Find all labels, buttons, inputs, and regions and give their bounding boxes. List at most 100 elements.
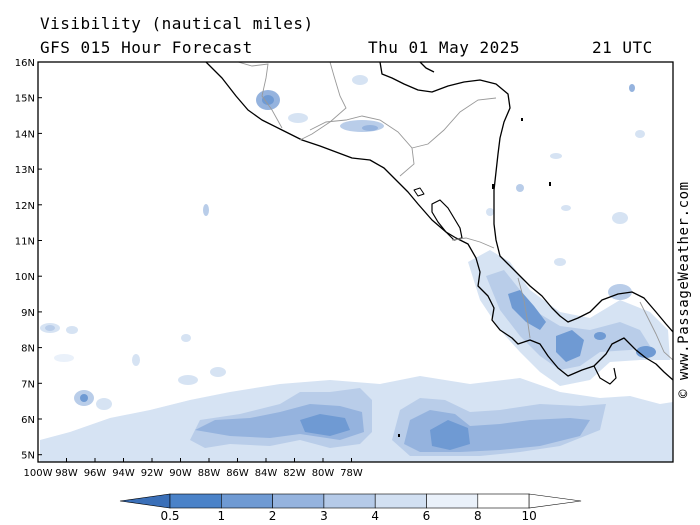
visibility-patch	[516, 184, 524, 192]
visibility-patch	[594, 332, 606, 340]
gulf-coastline	[419, 62, 435, 73]
lon-tick-label: 88W	[198, 468, 221, 479]
lat-tick-label: 6N	[21, 415, 35, 426]
visibility-patch	[96, 398, 112, 410]
country-borders	[237, 62, 673, 361]
lat-tick-label: 14N	[15, 129, 35, 140]
lat-tick-label: 5N	[21, 451, 35, 462]
coastline	[205, 62, 673, 437]
visibility-patch	[178, 375, 198, 385]
border-line	[451, 237, 495, 249]
visibility-patch	[203, 204, 209, 216]
visibility-patch	[486, 208, 494, 216]
visibility-patch	[54, 354, 74, 362]
visibility-patch	[80, 394, 88, 402]
colorbar-label: 10	[521, 509, 536, 523]
border-line	[517, 277, 531, 339]
forecast-time: 21 UTC	[592, 38, 653, 57]
lon-tick-label: 92W	[141, 468, 164, 479]
colorbar-label: 3	[320, 509, 328, 523]
island-marker	[549, 182, 551, 186]
lat-tick-label: 13N	[15, 165, 35, 176]
visibility-patch	[352, 75, 368, 85]
colorbar-segment	[272, 493, 325, 509]
visibility-patch	[635, 130, 645, 138]
lon-tick-label: 84W	[255, 468, 278, 479]
visibility-patch	[612, 212, 628, 224]
visibility-patch	[486, 270, 650, 370]
border-line	[299, 62, 347, 141]
visibility-patch	[430, 420, 470, 450]
visibility-patch	[550, 153, 562, 159]
visibility-patch	[561, 205, 571, 211]
lat-tick-label: 7N	[21, 379, 35, 390]
lat-tick-label: 11N	[15, 237, 35, 248]
colorbar-segment	[477, 493, 530, 509]
lon-tick-label: 96W	[84, 468, 107, 479]
lon-tick-label: 94W	[112, 468, 135, 479]
forecast-label: GFS 015 Hour Forecast	[40, 38, 253, 57]
colorbar-min-arrow	[119, 493, 171, 509]
visibility-patch	[181, 334, 191, 342]
lake-nicaragua	[431, 199, 463, 241]
lon-tick-label: 100W	[24, 468, 53, 479]
colorbar-segment	[221, 493, 273, 509]
visibility-patch	[508, 290, 546, 330]
border-line	[237, 62, 283, 129]
colorbar-label: 6	[423, 509, 431, 523]
lon-tick-label: 80W	[312, 468, 335, 479]
lat-tick-label: 12N	[15, 201, 35, 212]
visibility-patch	[629, 84, 635, 92]
colorbar: 0.5 1 2 3 4 6 8 10	[119, 493, 582, 523]
chart-title: Visibility (nautical miles)	[40, 14, 314, 33]
border-line	[309, 115, 415, 177]
lat-tick-label: 10N	[15, 272, 35, 283]
colorbar-segment	[426, 493, 479, 509]
visibility-patch	[288, 113, 308, 123]
colorbar-label: 8	[474, 509, 482, 523]
lon-tick-label: 86W	[226, 468, 249, 479]
lon-tick-label: 78W	[340, 468, 363, 479]
lat-tick-label: 16N	[15, 58, 35, 69]
border-line	[411, 97, 497, 149]
visibility-field	[40, 75, 673, 462]
visibility-patch	[132, 354, 140, 366]
azuero-peninsula	[593, 365, 617, 385]
lat-tick-label: 15N	[15, 94, 35, 105]
caribbean-coastline	[379, 62, 673, 333]
visibility-patch	[210, 367, 226, 377]
visibility-patch	[66, 326, 78, 334]
colorbar-segment	[323, 493, 376, 509]
island-marker	[521, 118, 523, 121]
visibility-patch	[636, 346, 656, 358]
visibility-patch	[262, 95, 274, 105]
forecast-date: Thu 01 May 2025	[368, 38, 520, 57]
colorbar-label: 2	[269, 509, 277, 523]
border-line	[639, 301, 673, 361]
visibility-patch	[45, 325, 55, 331]
map-frame	[37, 61, 674, 463]
island-marker	[492, 184, 494, 189]
colorbar-label: 1	[217, 509, 225, 523]
lon-tick-label: 82W	[283, 468, 306, 479]
colorbar-label: 4	[371, 509, 379, 523]
colorbar-max-arrow	[528, 493, 582, 509]
visibility-patch	[556, 330, 584, 362]
colorbar-segment	[374, 493, 427, 509]
island-marker	[398, 434, 400, 437]
pacific-coastline	[205, 62, 673, 381]
visibility-patch	[468, 250, 670, 386]
colorbar-segment	[169, 493, 222, 509]
axis-ticks: 100W 98W 96W 94W 92W 90W 88W 86W 84W 82W 80W 78W 16N…	[15, 58, 363, 479]
lat-tick-label: 9N	[21, 308, 35, 319]
visibility-patch	[554, 258, 566, 266]
visibility-patch	[340, 120, 384, 132]
colorbar-label: 0.5	[160, 509, 179, 523]
lon-tick-label: 98W	[55, 468, 78, 479]
visibility-patch	[300, 414, 350, 436]
lon-tick-label: 90W	[169, 468, 192, 479]
visibility-patch	[362, 125, 378, 131]
lake-managua	[413, 187, 425, 197]
lat-tick-label: 8N	[21, 344, 35, 355]
